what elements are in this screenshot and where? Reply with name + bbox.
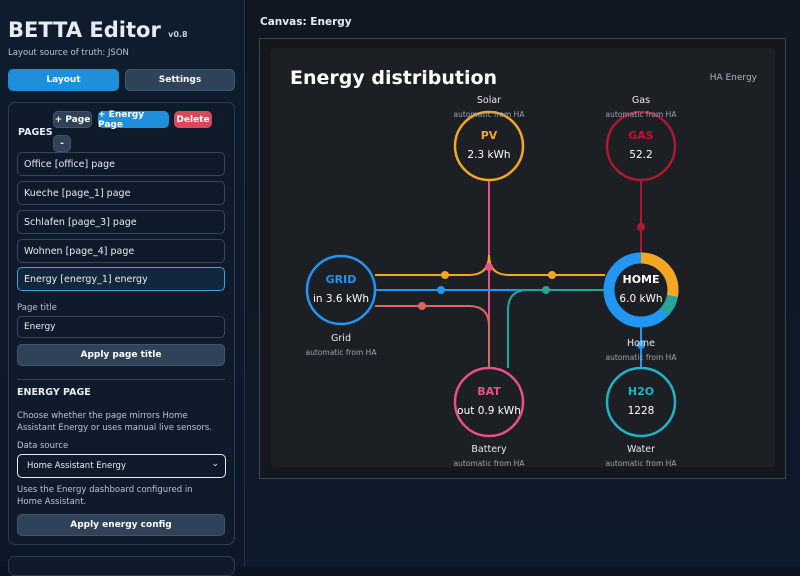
select[interactable]: Home Assistant Energy ⌄ [17,454,226,478]
section-heading: ENERGY PAGE [17,387,91,398]
page-item[interactable]: Wohnen [page_4] page [17,239,225,263]
flow [375,305,490,368]
flow [488,254,605,276]
app-title: BETTA Editor v0.8 [8,18,188,42]
button[interactable]: + Energy Page [98,110,169,130]
button[interactable]: + Page [53,111,92,128]
page-item[interactable]: Schlafen [page_3] page [17,210,225,234]
node-value: in 3.6 kWh [313,293,369,305]
ring-segment [603,252,679,328]
node-value: 2.3 kWh [467,149,510,161]
nodes: PV 2.3 kWh Solar automatic from HA GAS 52.2 Ga… [306,95,679,468]
node-name: BAT [477,385,501,398]
button[interactable]: Apply page title [17,344,225,366]
button[interactable]: Apply energy config [17,514,225,536]
node-caption: automatic from HA [454,459,526,468]
canvas-label: Canvas: Energy [260,16,352,28]
page-item[interactable]: Office [office] page [17,152,225,176]
section-heading: PAGES [18,127,53,138]
tab[interactable]: Layout [8,69,119,91]
node-label: Home [627,338,655,349]
node-name: PV [481,129,498,142]
node-value: 52.2 [629,149,652,161]
node-circle [605,110,677,182]
node-name: H2O [628,385,654,398]
chevron: ⌄ [211,459,219,469]
divider [17,379,225,380]
node-circle [605,366,677,438]
dot [418,302,426,310]
title: BETTA Editor [8,18,161,42]
text-input[interactable]: Energy [17,316,225,338]
subtitle: Layout source of truth: JSON [8,48,129,58]
node-caption: automatic from HA [606,353,678,362]
field-label: Data source [17,441,69,451]
button[interactable]: Delete [174,111,212,128]
flow [507,289,605,368]
flow-dots [418,223,645,349]
dot [485,263,493,271]
node-label: Grid [331,333,351,344]
dot [441,271,449,279]
node-value: out 0.9 kWh [457,405,521,417]
dot [637,341,645,349]
node-circle [453,366,525,438]
field-label: Page title [17,303,57,313]
node-circle [453,110,525,182]
node-caption: automatic from HA [306,348,378,357]
page-item[interactable]: Energy [energy_1] energy [17,267,225,291]
node-name: GAS [628,129,654,142]
page-item[interactable]: Kueche [page_1] page [17,181,225,205]
node-label: Water [627,444,655,455]
node-label: Solar [477,95,501,106]
node-label: Battery [471,444,507,455]
version: v0.8 [168,30,188,39]
dot [542,286,550,294]
sidebar: BETTA Editor v0.8 Layout source of truth… [0,0,245,576]
node-value: 1228 [628,405,655,417]
card-title: Energy distribution [290,67,497,89]
ring-segment [603,252,679,328]
node-value: 6.0 kWh [619,293,662,305]
dot [637,223,645,231]
flows [375,180,642,368]
dot [437,286,445,294]
badge: HA Energy [710,73,758,83]
dot [548,271,556,279]
select-value: Home Assistant Energy [27,461,126,471]
node-caption: automatic from HA [606,110,678,119]
description: Choose whether the page mirrors Home Ass… [17,411,212,433]
node-name: GRID [326,273,357,286]
node-label: Gas [632,95,650,106]
tab[interactable]: Settings [125,69,235,91]
node-circle [305,254,377,326]
node-caption: automatic from HA [606,459,678,468]
node-name: HOME [622,273,659,286]
button[interactable]: - [53,135,71,152]
note: Uses the Energy dashboard configured in … [17,485,193,507]
node-caption: automatic from HA [454,110,526,119]
